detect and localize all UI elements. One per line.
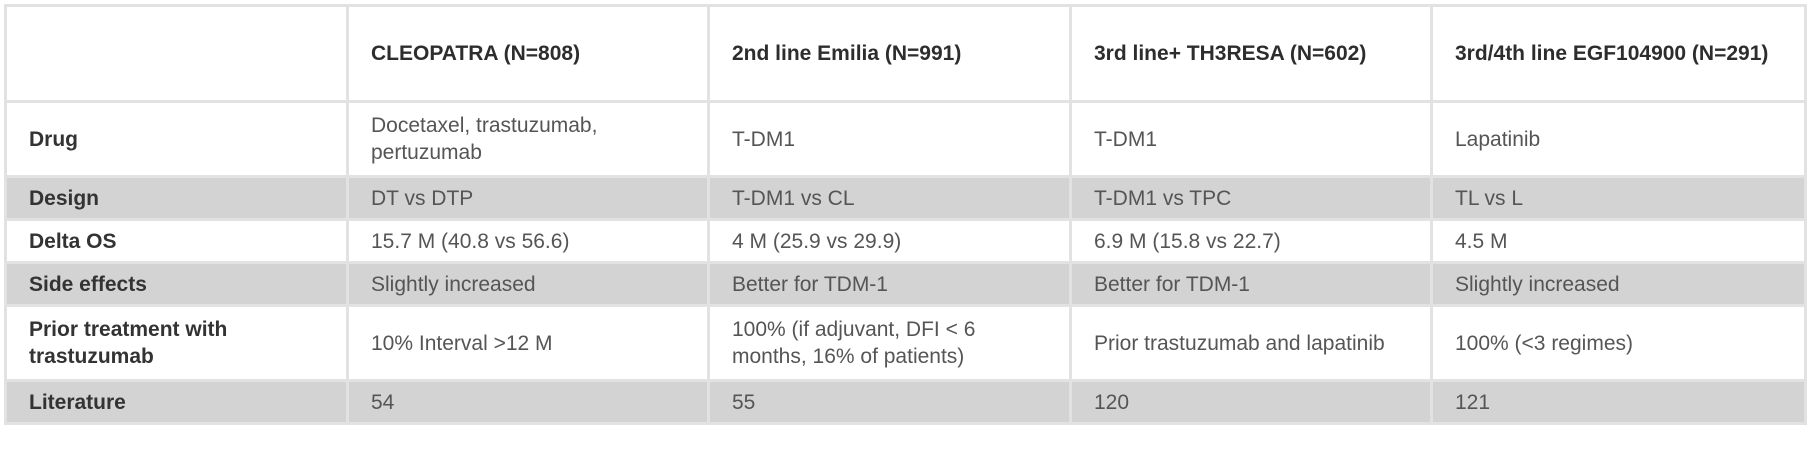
table-cell: 54 xyxy=(346,379,710,425)
table-cell: 100% (if adjuvant, DFI < 6 months, 16% o… xyxy=(707,304,1072,382)
table-row-design: Design DT vs DTP T-DM1 vs CL T-DM1 vs TP… xyxy=(4,175,1807,221)
table-cell: Docetaxel, trastuzumab, pertuzumab xyxy=(346,100,710,178)
table-cell: 121 xyxy=(1430,379,1807,425)
table-row-drug: Drug Docetaxel, trastuzumab, pertuzumab … xyxy=(4,100,1807,178)
row-label: Prior treatment with trastuzumab xyxy=(4,304,349,382)
table-cell: 15.7 M (40.8 vs 56.6) xyxy=(346,218,710,264)
row-label: Delta OS xyxy=(4,218,349,264)
table-cell: 100% (<3 regimes) xyxy=(1430,304,1807,382)
table-cell: 4 M (25.9 vs 29.9) xyxy=(707,218,1072,264)
row-label: Side effects xyxy=(4,261,349,307)
table-cell: T-DM1 vs TPC xyxy=(1069,175,1433,221)
table-cell: Better for TDM-1 xyxy=(1069,261,1433,307)
table-cell: 10% Interval >12 M xyxy=(346,304,710,382)
table-cell: DT vs DTP xyxy=(346,175,710,221)
table-cell: Lapatinib xyxy=(1430,100,1807,178)
header-empty xyxy=(4,4,349,103)
row-label: Drug xyxy=(4,100,349,178)
row-label: Design xyxy=(4,175,349,221)
row-label: Literature xyxy=(4,379,349,425)
table-cell: Slightly increased xyxy=(1430,261,1807,307)
table-row-prior-treatment: Prior treatment with trastuzumab 10% Int… xyxy=(4,304,1807,382)
table-cell: T-DM1 xyxy=(1069,100,1433,178)
table-cell: 120 xyxy=(1069,379,1433,425)
table-cell: T-DM1 vs CL xyxy=(707,175,1072,221)
table-cell: 55 xyxy=(707,379,1072,425)
header-th3resa: 3rd line+ TH3RESA (N=602) xyxy=(1069,4,1433,103)
table-cell: Prior trastuzumab and lapatinib xyxy=(1069,304,1433,382)
table-cell: TL vs L xyxy=(1430,175,1807,221)
table-row-delta-os: Delta OS 15.7 M (40.8 vs 56.6) 4 M (25.9… xyxy=(4,218,1807,264)
trials-comparison-table: CLEOPATRA (N=808) 2nd line Emilia (N=991… xyxy=(4,4,1807,425)
header-emilia: 2nd line Emilia (N=991) xyxy=(707,4,1072,103)
table-row-literature: Literature 54 55 120 121 xyxy=(4,379,1807,425)
header-cleopatra: CLEOPATRA (N=808) xyxy=(346,4,710,103)
table-cell: 6.9 M (15.8 vs 22.7) xyxy=(1069,218,1433,264)
table-cell: Slightly increased xyxy=(346,261,710,307)
table-cell: T-DM1 xyxy=(707,100,1072,178)
table-row-side-effects: Side effects Slightly increased Better f… xyxy=(4,261,1807,307)
header-egf104900: 3rd/4th line EGF104900 (N=291) xyxy=(1430,4,1807,103)
table-cell: Better for TDM-1 xyxy=(707,261,1072,307)
table-cell: 4.5 M xyxy=(1430,218,1807,264)
header-row: CLEOPATRA (N=808) 2nd line Emilia (N=991… xyxy=(4,4,1807,103)
